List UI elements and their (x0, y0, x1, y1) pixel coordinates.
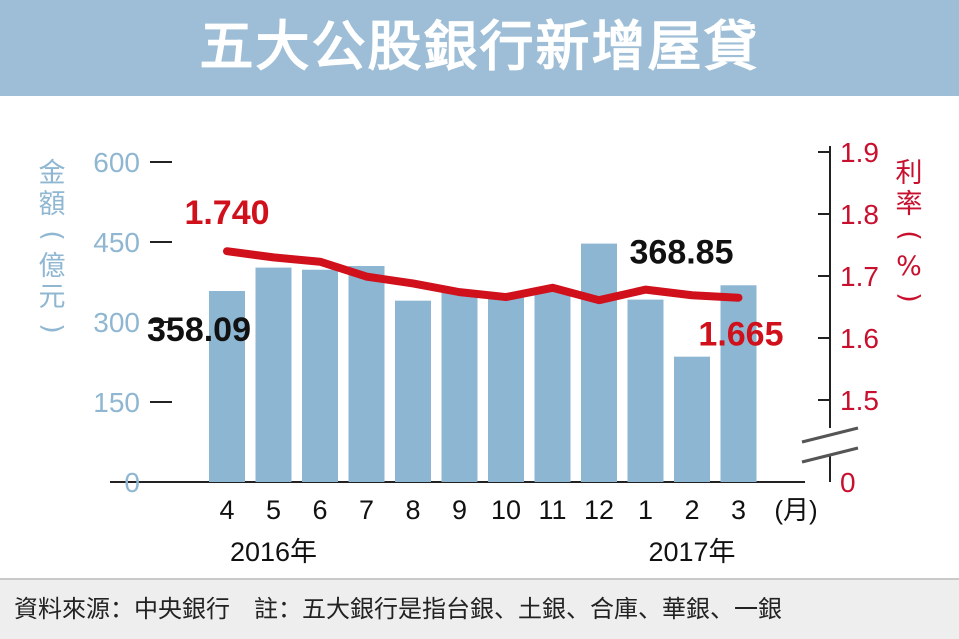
left-tick-label: 0 (124, 467, 140, 498)
footer-divider (0, 578, 959, 580)
source-footer: 資料來源：中央銀行 註：五大銀行是指台銀、土銀、合庫、華銀、一銀 (0, 580, 959, 639)
x-tick-label: 5 (266, 495, 281, 525)
rate-value-label: 1.665 (698, 316, 783, 354)
chart-title: 五大公股銀行新增屋貸 (199, 15, 760, 78)
year-label: 2017年 (648, 537, 735, 567)
right-axis-title-char: ( (893, 230, 925, 241)
rate-line (223, 247, 743, 305)
left-tick-label: 150 (93, 387, 140, 418)
bar (534, 288, 571, 482)
x-tick-label: 9 (452, 495, 467, 525)
year-label: 2016年 (230, 537, 317, 567)
right-tick-label: 1.9 (840, 137, 879, 168)
right-tick-label: 1.8 (840, 199, 879, 230)
x-tick-label: 8 (405, 495, 420, 525)
x-unit-label: (月) (774, 495, 817, 525)
x-tick-label: 7 (359, 495, 374, 525)
left-axis-title-char: 額 (38, 189, 66, 220)
bar (674, 356, 710, 482)
bar-value-label: 368.85 (630, 233, 734, 271)
x-tick-label: 12 (584, 495, 614, 525)
left-axis-title-char: ( (36, 230, 68, 241)
x-tick-label: 11 (538, 495, 566, 525)
bar (255, 267, 292, 482)
right-axis-title-char: ) (893, 292, 925, 303)
bar (581, 243, 617, 482)
bar (302, 269, 338, 482)
left-axis-title-char: 億 (38, 251, 66, 282)
bar (627, 299, 664, 482)
bar (395, 300, 431, 482)
x-tick-label: 4 (219, 495, 234, 525)
right-tick-label: 0 (840, 467, 856, 498)
left-tick-label: 600 (93, 147, 140, 178)
x-tick-label: 6 (312, 495, 327, 525)
right-axis-title-char: 利 (895, 158, 923, 189)
bar (441, 290, 478, 482)
title-banner: 五大公股銀行新增屋貸 (0, 0, 959, 96)
left-tick-label: 450 (93, 227, 140, 258)
right-axis-title-char: % (896, 251, 922, 282)
left-axis-title-char: 金 (38, 158, 66, 189)
source-note: 資料來源：中央銀行 註：五大銀行是指台銀、土銀、合庫、華銀、一銀 (14, 595, 782, 623)
bar-value-label: 358.09 (147, 311, 251, 349)
left-axis-title: 金額 ( 億元) (36, 158, 68, 344)
left-tick-label: 300 (93, 307, 140, 338)
x-tick-label: 2 (684, 495, 699, 525)
right-tick-label: 1.7 (840, 261, 879, 292)
right-tick-label: 1.6 (840, 323, 879, 354)
bar (348, 266, 385, 482)
x-tick-label: 1 (638, 495, 653, 525)
bar (720, 285, 757, 482)
right-axis-title-char: 率 (895, 189, 923, 220)
right-axis-title: 利率 (%) (893, 158, 925, 313)
right-tick-label: 1.5 (840, 385, 879, 416)
bar (488, 295, 524, 482)
x-tick-label: 3 (731, 495, 746, 525)
axis-break-mark (801, 426, 859, 444)
left-axis-title-char: ) (36, 323, 68, 334)
bar (209, 291, 245, 482)
axis-break-mark (801, 446, 859, 464)
rate-value-label: 1.740 (184, 194, 269, 232)
left-axis-title-char: 元 (38, 282, 66, 313)
x-tick-label: 10 (491, 495, 521, 525)
